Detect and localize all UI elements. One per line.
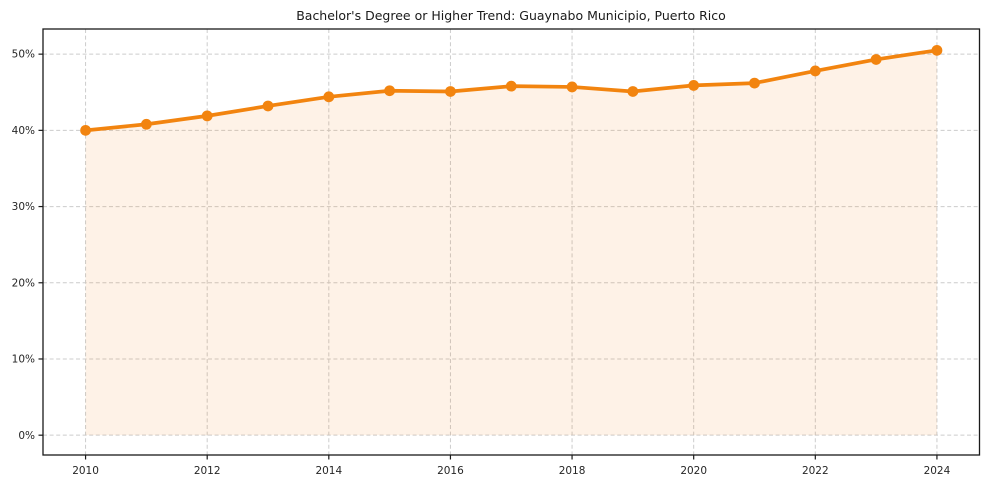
data-point-2022	[809, 65, 821, 77]
data-point-2010	[80, 124, 91, 136]
chart-title: Bachelor's Degree or Higher Trend: Guayn…	[296, 8, 726, 23]
x-tick-label: 2020	[680, 465, 707, 477]
x-tick-label: 2010	[72, 465, 99, 477]
y-tick-label: 30%	[12, 201, 35, 213]
data-point-2011	[140, 118, 152, 130]
area-fill	[85, 50, 937, 436]
data-point-2013	[262, 100, 274, 112]
x-tick-label: 2018	[559, 465, 586, 477]
data-point-2016	[445, 86, 456, 97]
data-point-2024	[931, 44, 943, 56]
data-point-2017	[505, 80, 517, 92]
data-point-2021	[749, 77, 760, 89]
plot-border	[42, 28, 981, 456]
axes-box	[42, 28, 981, 456]
y-tick-label: 20%	[12, 277, 35, 289]
y-tick-label: 0%	[18, 430, 35, 442]
x-tick-label: 2012	[194, 465, 221, 477]
y-tick-label: 50%	[12, 49, 35, 61]
data-points	[80, 44, 943, 136]
data-point-2012	[201, 110, 213, 122]
data-point-2023	[870, 54, 882, 65]
x-tick-label: 2022	[802, 465, 829, 477]
y-tick-label: 10%	[12, 354, 35, 366]
x-tick-label: 2024	[924, 465, 951, 477]
data-point-2020	[688, 79, 700, 91]
data-point-2019	[627, 86, 639, 97]
x-tick-label: 2016	[437, 465, 464, 477]
area-under-line	[85, 50, 937, 436]
data-point-2015	[384, 85, 396, 97]
data-point-2014	[323, 91, 335, 103]
gridlines	[43, 29, 980, 455]
tick-marks-and-labels: 0% 10% 20% 30% 40% 50% 2010 2012 2014 2016 2018 202…	[12, 49, 951, 477]
x-tick-label: 2014	[315, 465, 342, 477]
y-tick-label: 40%	[12, 125, 35, 137]
data-point-2018	[566, 81, 578, 93]
